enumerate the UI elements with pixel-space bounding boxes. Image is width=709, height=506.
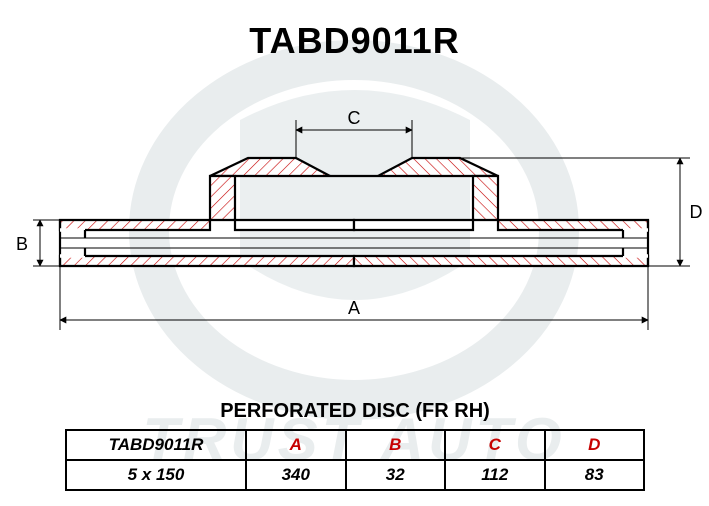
cell-val-a: 340 [246, 460, 346, 490]
disc-section-left [60, 158, 354, 266]
dimension-c: C [296, 108, 412, 158]
dim-label-d: D [690, 202, 703, 222]
table-row: TABD9011R A B C D [66, 430, 644, 460]
cell-header-a: A [246, 430, 346, 460]
table-subtitle: PERFORATED DISC (FR RH) [65, 400, 645, 423]
dimension-b: B [16, 220, 60, 266]
cell-part-header: TABD9011R [66, 430, 246, 460]
disc-section-right [354, 158, 648, 266]
table-row: 5 x 150 340 32 112 83 [66, 460, 644, 490]
dim-label-a: A [348, 298, 360, 318]
cell-header-b: B [346, 430, 446, 460]
spec-table-wrap: PERFORATED DISC (FR RH) TABD9011R A B C … [65, 400, 645, 491]
dim-label-c: C [348, 108, 361, 128]
cell-val-d: 83 [545, 460, 645, 490]
cell-header-d: D [545, 430, 645, 460]
cell-val-c: 112 [445, 460, 545, 490]
spec-table: TABD9011R A B C D 5 x 150 340 32 112 83 [65, 429, 645, 491]
dimension-a: A [60, 266, 648, 330]
cell-pcd: 5 x 150 [66, 460, 246, 490]
cell-header-c: C [445, 430, 545, 460]
cell-val-b: 32 [346, 460, 446, 490]
dim-label-b: B [16, 234, 28, 254]
